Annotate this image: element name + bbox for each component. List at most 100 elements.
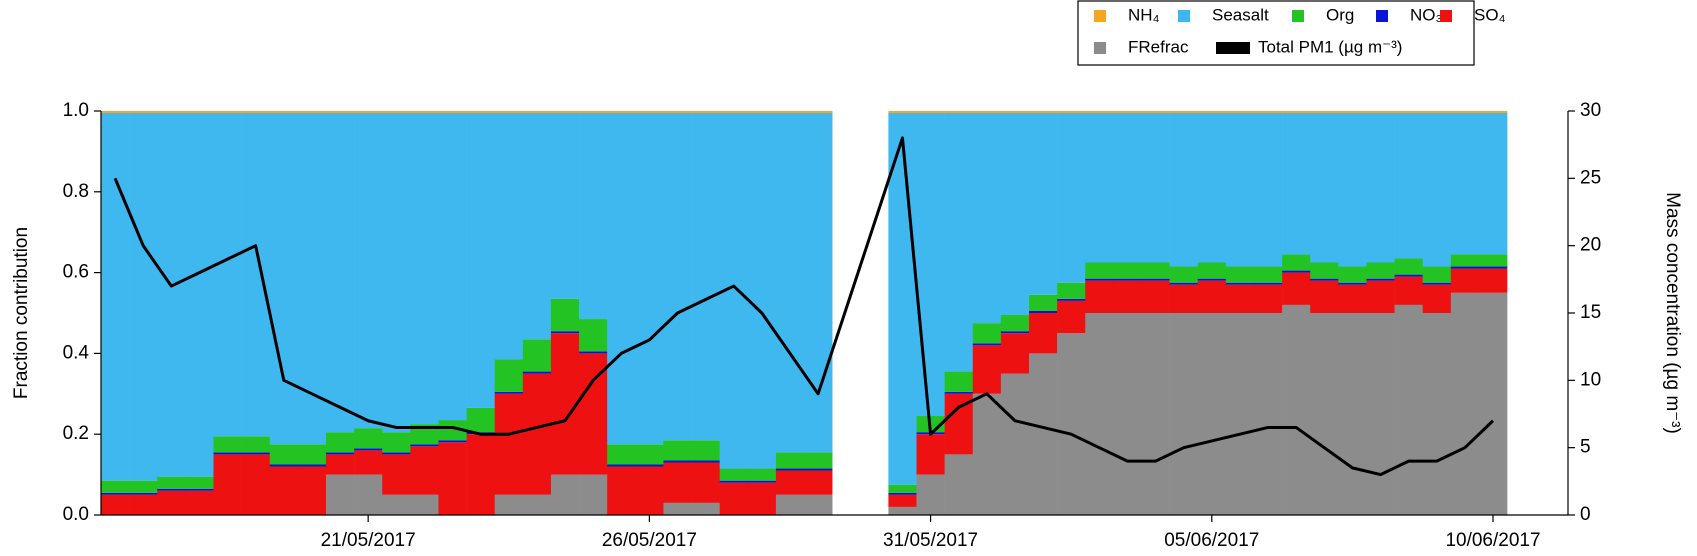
fraction-segment (1422, 111, 1452, 114)
fraction-segment (1422, 282, 1452, 285)
fraction-segment (1029, 111, 1058, 114)
fraction-segment (1169, 266, 1199, 283)
fraction-segment (438, 111, 467, 114)
fraction-segment (325, 113, 355, 433)
fraction-segment (1169, 113, 1199, 267)
fraction-segment (522, 373, 552, 495)
fraction-segment (1478, 254, 1508, 267)
fraction-segment (382, 454, 411, 495)
y2-tick-label: 25 (1580, 167, 1601, 188)
fraction-segment (438, 420, 467, 441)
fraction-segment (1197, 278, 1227, 281)
fraction-segment (1085, 113, 1114, 263)
fraction-segment (1225, 284, 1255, 313)
fraction-segment (888, 111, 917, 114)
fraction-segment (1282, 111, 1311, 114)
fraction-segment (382, 452, 411, 455)
fraction-segment (269, 111, 299, 114)
fraction-segment (550, 113, 580, 299)
x-tick-label: 21/05/2017 (321, 530, 416, 551)
fraction-segment (944, 111, 974, 114)
fraction-segment (1450, 254, 1480, 267)
fraction-segment (1450, 113, 1480, 255)
legend-label: NH₄ (1128, 5, 1160, 24)
fraction-segment (1310, 278, 1339, 281)
fraction-segment (1338, 284, 1367, 313)
fraction-segment (1113, 113, 1142, 263)
fraction-segment (1029, 113, 1058, 295)
fraction-segment (213, 436, 242, 453)
fraction-segment (297, 464, 327, 467)
fraction-segment (579, 319, 608, 352)
fraction-segment (185, 488, 214, 491)
fraction-segment (1394, 111, 1424, 114)
fraction-segment (1394, 113, 1424, 259)
y2-tick-label: 15 (1580, 302, 1601, 323)
fraction-segment (494, 391, 524, 394)
fraction-segment (916, 113, 945, 417)
fraction-segment (213, 452, 242, 455)
fraction-segment (410, 494, 439, 515)
legend-label: Org (1326, 5, 1354, 24)
fraction-segment (1225, 313, 1255, 515)
y2-tick-label: 30 (1580, 100, 1601, 121)
fraction-segment (157, 113, 186, 477)
fraction-segment (213, 111, 242, 114)
legend-label: Seasalt (1212, 5, 1269, 24)
fraction-segment (241, 452, 271, 455)
fraction-segment (775, 470, 805, 495)
fraction-segment (438, 442, 467, 515)
fraction-segment (775, 468, 805, 471)
fraction-segment (1057, 113, 1086, 283)
fraction-segment (635, 113, 664, 445)
fraction-segment (916, 474, 945, 515)
fraction-segment (325, 452, 355, 455)
fraction-segment (1366, 111, 1395, 114)
fraction-segment (1225, 266, 1255, 283)
fraction-segment (354, 450, 383, 475)
y-axis-label: Fraction contribution (11, 227, 32, 399)
fraction-segment (972, 345, 1002, 394)
fraction-segment (1197, 113, 1227, 263)
fraction-segment (1338, 266, 1367, 283)
fraction-segment (185, 476, 214, 489)
fraction-segment (438, 440, 467, 443)
fraction-segment (1141, 113, 1170, 263)
fraction-segment (1253, 313, 1283, 515)
fraction-segment (522, 111, 552, 114)
fraction-segment (635, 111, 664, 114)
fraction-segment (1394, 258, 1424, 275)
fraction-segment (1253, 282, 1283, 285)
fraction-segment (1197, 111, 1227, 114)
fraction-segment (466, 113, 495, 408)
fraction-segment (410, 446, 439, 495)
fraction-segment (1310, 113, 1339, 263)
legend-swatch (1094, 10, 1106, 22)
fraction-segment (719, 111, 749, 114)
fraction-segment (1085, 280, 1114, 313)
fraction-segment (579, 353, 608, 475)
fraction-segment (1000, 331, 1030, 334)
legend-label: NO₃ (1410, 5, 1442, 24)
fraction-segment (241, 436, 271, 453)
fraction-segment (691, 462, 720, 503)
fraction-segment (775, 113, 805, 453)
fraction-segment (747, 482, 777, 515)
y2-axis-label: Mass concentration (µg m⁻³) (1662, 192, 1683, 434)
fraction-segment (382, 111, 411, 114)
fraction-segment (1450, 292, 1480, 515)
fraction-segment (1000, 373, 1030, 515)
fraction-segment (1029, 310, 1058, 313)
fraction-segment (354, 113, 383, 429)
fraction-segment (804, 113, 833, 453)
fraction-segment (129, 480, 158, 493)
fraction-segment (1113, 262, 1142, 279)
fraction-segment (691, 111, 720, 114)
fraction-segment (101, 494, 130, 515)
fraction-segment (944, 391, 974, 394)
fraction-segment (325, 454, 355, 475)
fraction-segment (354, 428, 383, 449)
fraction-segment (269, 444, 299, 465)
fraction-segment (804, 111, 833, 114)
fraction-segment (1366, 313, 1395, 515)
